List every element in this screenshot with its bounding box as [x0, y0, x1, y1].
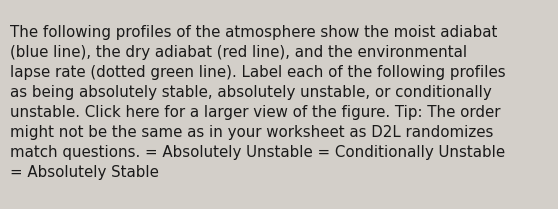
Text: The following profiles of the atmosphere show the moist adiabat
(blue line), the: The following profiles of the atmosphere…: [10, 25, 506, 180]
